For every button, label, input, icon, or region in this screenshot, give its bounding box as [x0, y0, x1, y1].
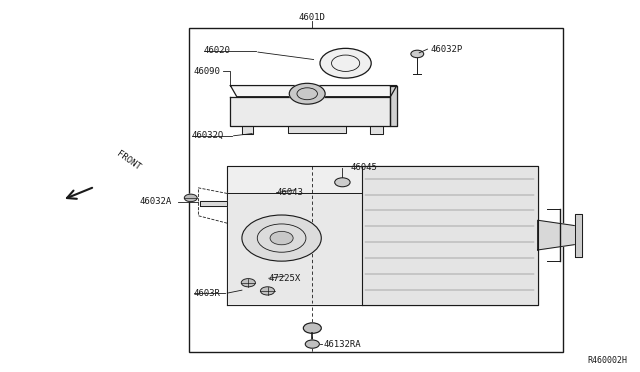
Text: 47225X: 47225X — [269, 274, 301, 283]
Text: 46045: 46045 — [351, 163, 378, 172]
Text: 46043: 46043 — [276, 188, 303, 197]
Text: 46020: 46020 — [204, 46, 230, 55]
Bar — [189, 28, 563, 352]
Polygon shape — [200, 201, 227, 206]
Polygon shape — [242, 126, 253, 134]
Polygon shape — [362, 166, 538, 305]
Circle shape — [411, 50, 424, 58]
Text: R460002H: R460002H — [588, 356, 627, 365]
Text: FRONT: FRONT — [115, 149, 142, 172]
Text: 46132RA: 46132RA — [323, 340, 361, 349]
Circle shape — [242, 215, 321, 261]
Circle shape — [305, 340, 319, 348]
Text: 46090: 46090 — [193, 67, 220, 76]
Polygon shape — [230, 86, 397, 97]
Circle shape — [335, 178, 350, 187]
Polygon shape — [538, 220, 576, 250]
Text: 4603R: 4603R — [194, 289, 221, 298]
Circle shape — [320, 48, 371, 78]
Polygon shape — [575, 214, 582, 257]
Text: 46032Q: 46032Q — [192, 131, 224, 140]
Circle shape — [303, 323, 321, 333]
Circle shape — [260, 287, 275, 295]
Text: 4601D: 4601D — [299, 13, 326, 22]
Polygon shape — [288, 126, 346, 133]
Text: 46032A: 46032A — [140, 197, 172, 206]
Polygon shape — [390, 86, 397, 126]
Circle shape — [270, 231, 293, 245]
Polygon shape — [227, 166, 538, 305]
Circle shape — [241, 279, 255, 287]
Circle shape — [289, 83, 325, 104]
Text: 46032P: 46032P — [430, 45, 462, 54]
Polygon shape — [370, 126, 383, 134]
Polygon shape — [230, 97, 390, 126]
Polygon shape — [227, 193, 362, 305]
Circle shape — [184, 194, 197, 202]
